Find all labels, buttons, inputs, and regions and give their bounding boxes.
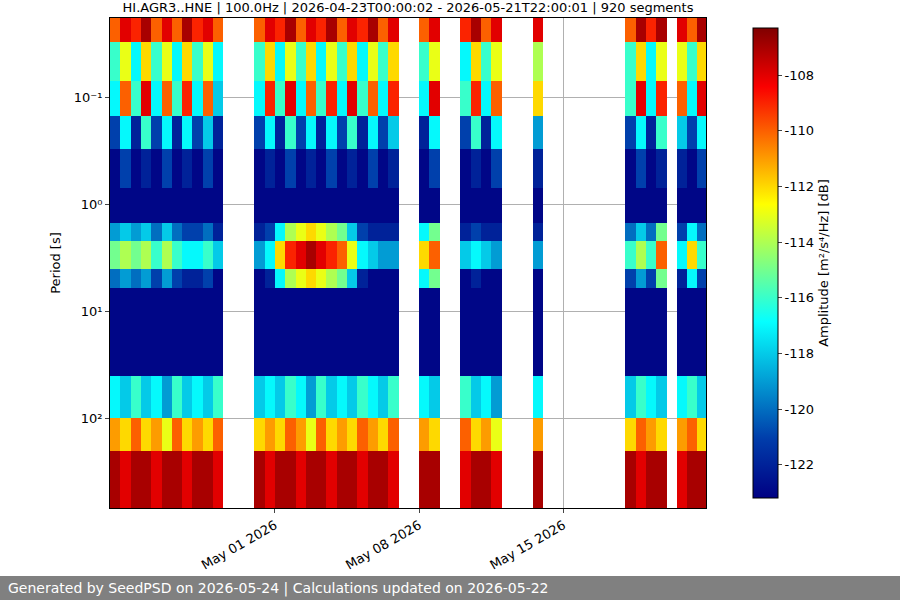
svg-text:-110: -110 [785,123,815,138]
svg-text:10¹: 10¹ [81,304,103,319]
html-text:Generated by SeedPSD on 2026-0: Generated by SeedPSD on 2026-05-24 | Cal… [8,580,549,596]
svg-text:-108: -108 [785,68,815,83]
svg-text:-112: -112 [785,179,815,194]
svg-text:May 15 2026: May 15 2026 [487,517,568,572]
svg-text:10²: 10² [81,411,103,426]
svg-text:-122: -122 [785,457,815,472]
svg-text:-120: -120 [785,402,815,417]
svg-text:Amplitude [m²/s⁴/Hz] [dB]: Amplitude [m²/s⁴/Hz] [dB] [816,179,831,347]
svg-text:-114: -114 [785,235,815,250]
svg-text:Period [s]: Period [s] [48,232,63,294]
svg-text:10⁰: 10⁰ [81,197,103,212]
svg-text:HI.AGR3..HNE | 100.0Hz | 2026-: HI.AGR3..HNE | 100.0Hz | 2026-04-23T00:0… [123,0,694,15]
svg-text:May 08 2026: May 08 2026 [343,517,424,572]
svg-text:10⁻¹: 10⁻¹ [74,90,103,105]
svg-text:May 01 2026: May 01 2026 [199,517,280,572]
svg-text:-116: -116 [785,290,815,305]
svg-text:-118: -118 [785,346,815,361]
